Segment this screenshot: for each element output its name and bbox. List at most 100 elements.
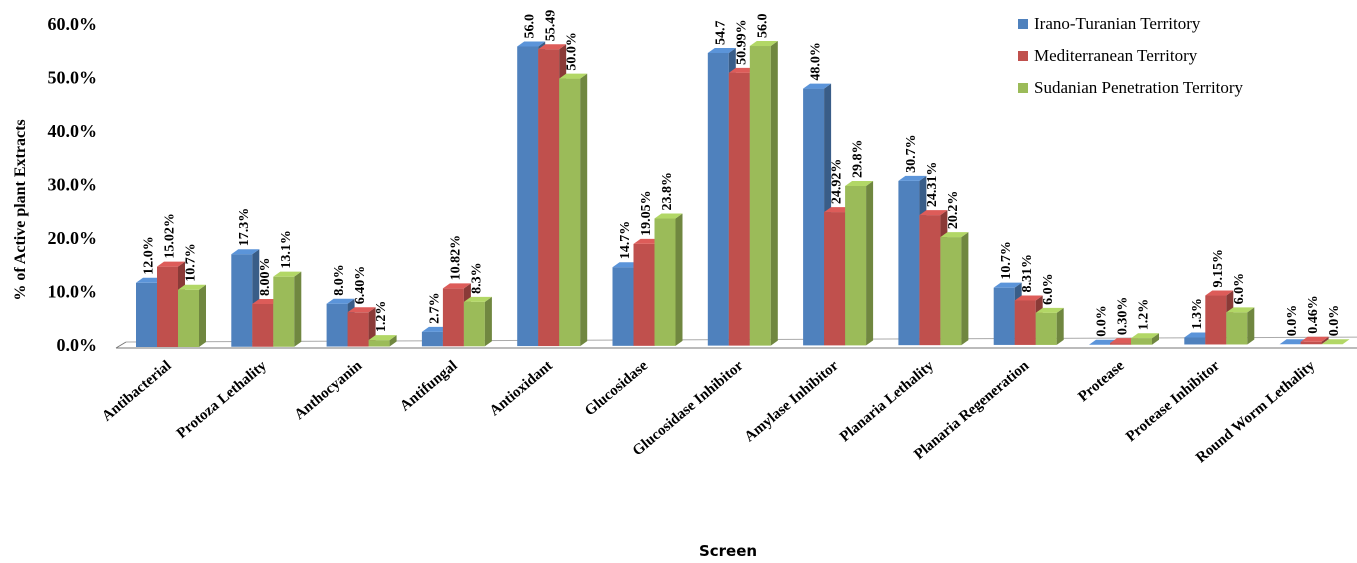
bar-top [368,335,397,341]
legend-swatch [1018,51,1028,61]
legend: Irano-Turanian Territory Mediterranean T… [1018,14,1244,97]
category-label: Antioxidant [487,358,556,420]
bar-top [538,44,567,50]
legend-swatch [1018,19,1028,29]
data-label: 1.2% [1137,299,1152,331]
bar-front [326,303,348,347]
bar-front [136,282,157,347]
bar-front [368,340,390,347]
y-tick-label: 0.0% [57,335,98,355]
data-label: 13.1% [279,230,294,269]
data-label: 20.2% [946,191,961,230]
bar-side [484,296,492,347]
floor-left-edge [115,341,127,349]
bar-front [749,46,771,346]
bar-front [347,312,369,347]
data-label: 15.02% [163,213,178,259]
bar-top [347,307,376,313]
bar-top [157,261,185,267]
bar [559,73,588,347]
bar-side [389,335,397,347]
bar-front [1131,338,1152,345]
bar-top [845,180,874,186]
bar [1226,307,1255,345]
bar-top [1226,307,1255,313]
y-axis: 0.0% 10.0% 20.0% 30.0% 40.0% 50.0% 60.0% [48,14,98,355]
data-label: 48.0% [809,42,824,81]
bar-top [1131,333,1159,339]
bar-front [273,276,295,347]
bar [845,180,874,346]
data-label: 50.0% [565,32,580,71]
data-label: 9.15% [1211,249,1226,288]
bar [1321,339,1350,345]
bar-top [178,284,206,290]
data-label: 1.2% [374,301,389,333]
data-label: 0.30% [1116,297,1131,336]
bar-top [326,298,355,304]
bar-front [1184,337,1206,345]
bar-front [993,287,1015,345]
bar-top [1035,307,1064,313]
data-label: 0.0% [1327,305,1342,337]
category-label: Anthocyanin [292,357,366,423]
bar-top [463,296,492,302]
bar-front [919,215,941,346]
data-label: 6.0% [1041,273,1056,305]
category-label: Protease Inhibitor [1123,358,1223,446]
bar-front [157,266,178,347]
bar-front [940,237,962,346]
bar-top [231,249,260,255]
x-axis-title: Screen [699,542,757,560]
bar-top [898,175,927,181]
bar-front [898,180,920,346]
bar-top [1300,336,1329,342]
bar-front [1300,341,1322,345]
data-label: 30.7% [904,134,919,173]
data-label: 10.7% [184,243,199,282]
data-label: 29.8% [851,139,866,178]
data-label: 0.0% [1095,305,1110,337]
data-label: 8.31% [1020,254,1035,293]
data-label: 6.0% [1232,273,1247,305]
bar-side [770,41,778,346]
bar-side [1321,336,1329,345]
bar-top [749,41,778,47]
data-label: 8.00% [258,257,273,296]
bar [178,284,206,347]
bar-top [559,73,588,79]
data-label: 10.82% [448,235,463,281]
bar-side [675,213,683,346]
data-label: 0.0% [1285,305,1300,337]
bar [463,296,492,347]
bar-side [866,180,874,346]
data-label: 56.0 [755,14,770,39]
bar-side [961,232,969,346]
data-label: 19.05% [639,190,654,236]
bar-front [517,46,539,347]
data-label: 54.7 [713,20,728,45]
data-label: 12.0% [142,236,157,275]
bar-top [1205,290,1234,296]
bar-side [199,284,206,347]
data-label: 17.3% [237,208,252,247]
bar-top [442,283,471,289]
data-label: 24.31% [925,162,940,208]
bar-front [824,212,846,346]
bar-front [442,288,464,347]
bar-front [538,49,560,347]
bar [1035,307,1064,345]
data-label: 55.49 [544,10,559,42]
x-axis: Antibacterial Protoza Lethality Anthocyani… [99,357,1318,466]
bar [273,271,302,347]
bar-front [654,218,676,346]
bar-side [294,271,302,347]
data-labels: 12.0% 17.3% 8.0% 2.7% 56.0 14.7% 54.7 48.0% 30.7… [142,10,1343,337]
category-label: Antibacterial [99,358,174,425]
bar-front [707,52,729,346]
data-label: 56.0 [523,14,538,39]
bar-front [559,78,581,347]
bar-front [845,185,867,346]
